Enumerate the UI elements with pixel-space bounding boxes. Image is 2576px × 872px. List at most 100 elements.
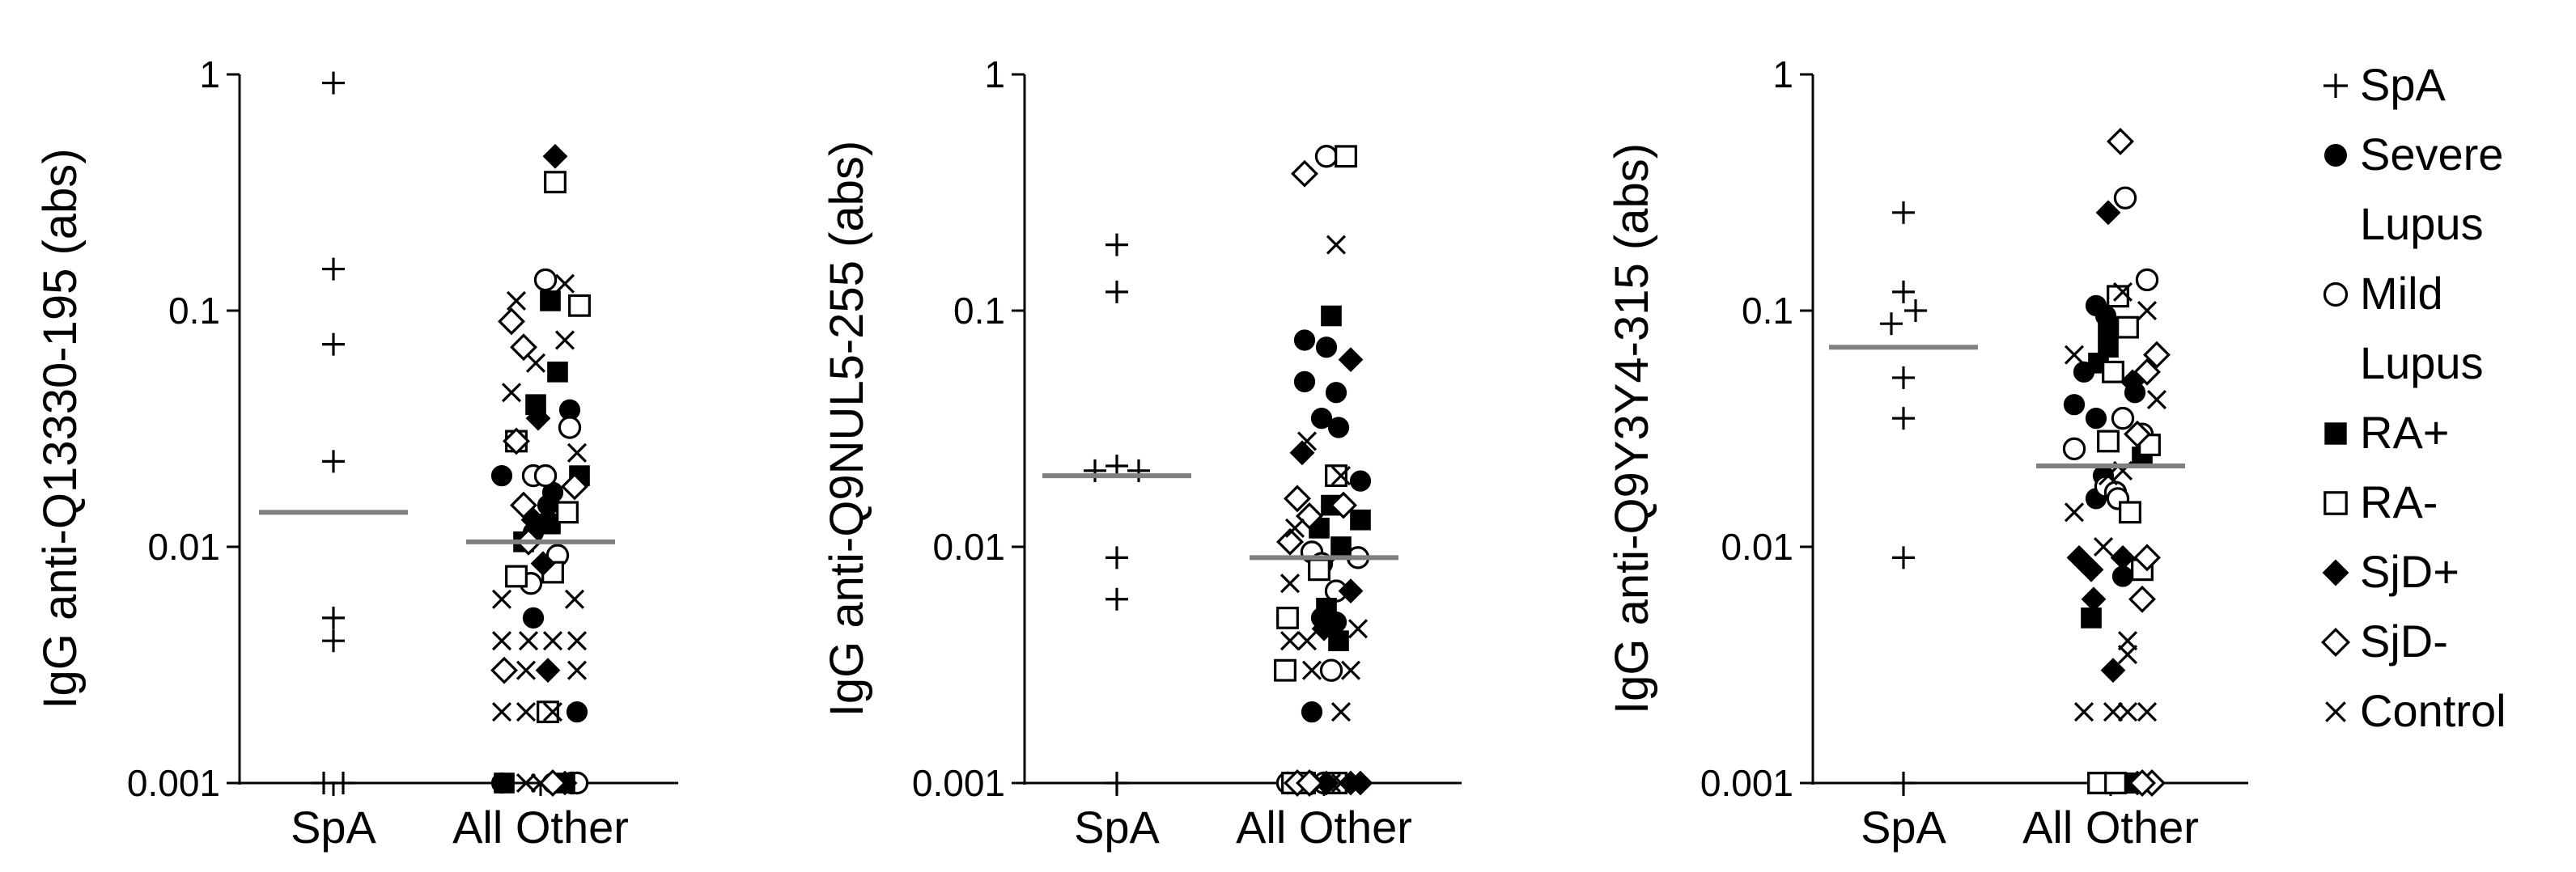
data-point: [1330, 491, 1357, 519]
data-point: [522, 607, 545, 629]
data-point: [1106, 280, 1128, 303]
data-point: [322, 71, 345, 95]
y-axis-label: IgG anti-Q9NUL5-255 (abs): [821, 141, 873, 717]
legend-marker: [2324, 144, 2347, 167]
data-point: [1892, 407, 1915, 430]
data-point: [2107, 127, 2134, 155]
data-point: [537, 494, 559, 516]
data-point: [1296, 502, 1323, 530]
data-point: [1291, 159, 1318, 188]
data-point: [567, 631, 588, 651]
data-point: [537, 701, 559, 724]
legend-marker: [2322, 559, 2349, 586]
data-point: [566, 701, 588, 723]
data-point: [1327, 417, 1350, 438]
data-point: [1280, 631, 1301, 651]
data-point: [2073, 702, 2094, 722]
data-point: [2062, 437, 2086, 461]
data-point: [542, 631, 563, 651]
legend-item: SjD-: [2320, 616, 2448, 667]
legend-label: Mild Lupus: [2360, 268, 2484, 388]
data-point: [568, 294, 591, 317]
data-point: [516, 702, 537, 722]
data-point: [1293, 370, 1316, 393]
data-point: [2063, 394, 2086, 416]
data-point: [498, 307, 525, 336]
legend-item: Control: [2325, 685, 2506, 736]
legend-marker: [2325, 701, 2346, 722]
data-point: [1106, 546, 1128, 569]
legend-marker: [2323, 74, 2348, 98]
x-category-label: All Other: [2022, 802, 2199, 853]
y-tick-label: 0.001: [127, 762, 220, 804]
legend-label: RA+: [2360, 407, 2450, 458]
data-point: [540, 290, 561, 311]
data-point: [312, 772, 335, 794]
data-point: [1892, 280, 1915, 303]
data-point: [506, 290, 527, 311]
data-point: [501, 383, 522, 403]
data-point: [1296, 631, 1318, 651]
y-tick-label: 0.001: [912, 762, 1005, 804]
data-point: [2078, 557, 2104, 582]
x-category-label: SpA: [1074, 802, 1160, 853]
data-point: [1316, 597, 1337, 619]
data-points: [312, 71, 591, 797]
data-point: [564, 589, 585, 609]
data-point: [2098, 337, 2119, 358]
data-point: [1296, 769, 1323, 797]
data-point: [1330, 702, 1352, 722]
data-point: [1311, 616, 1337, 641]
data-point: [2137, 702, 2158, 722]
data-point: [491, 589, 512, 609]
y-axis-label: IgG anti-Q9Y3Y4-315 (abs): [1606, 143, 1658, 714]
data-point: [1892, 366, 1915, 389]
data-point: [516, 660, 537, 680]
legend-marker: [2323, 491, 2348, 515]
data-point: [332, 772, 354, 794]
data-point: [2093, 536, 2114, 557]
data-point: [525, 405, 551, 431]
data-point: [1106, 772, 1128, 794]
data-point: [2146, 389, 2167, 410]
chart-panel-1: 0.001 0.01 0.1 1 SpA All Other IgG anti-Q13330…: [34, 53, 678, 853]
data-point: [1321, 773, 1342, 794]
data-point: [1347, 770, 1373, 796]
y-tick-label: 0.01: [147, 526, 220, 568]
y-tick-label: 1: [984, 53, 1005, 95]
data-point: [2111, 406, 2135, 430]
data-point: [1326, 235, 1347, 255]
legend-label: SjD-: [2360, 616, 2448, 667]
data-point: [1301, 660, 1322, 680]
data-point: [2104, 772, 2127, 794]
legend-item: Severe Lupus: [2324, 129, 2503, 249]
y-tick-label: 0.001: [1700, 762, 1793, 804]
data-point: [322, 450, 345, 473]
data-point: [1325, 464, 1347, 488]
data-point: [2102, 360, 2124, 383]
data-point: [542, 702, 563, 722]
data-point: [1330, 466, 1352, 486]
data-point: [1296, 431, 1318, 451]
chart-panel-2: 0.001 0.01 0.1 1 SpA All Other IgG anti-Q9NUL5…: [821, 53, 1462, 853]
data-point: [1328, 630, 1349, 652]
data-point: [322, 257, 345, 281]
data-point: [1319, 658, 1343, 682]
data-point: [1892, 201, 1915, 224]
data-point: [2064, 345, 2085, 365]
data-point: [2116, 315, 2139, 339]
data-point: [1325, 382, 1347, 404]
data-point: [1310, 408, 1333, 430]
y-tick-label: 1: [1772, 53, 1793, 95]
data-point: [1276, 606, 1299, 629]
legend-label: RA-: [2360, 476, 2438, 527]
data-point: [1284, 518, 1305, 538]
data-point: [554, 330, 575, 350]
data-point: [1904, 299, 1927, 322]
data-point: [1340, 660, 1361, 680]
x-category-label: SpA: [1861, 802, 1946, 853]
data-point: [1301, 701, 1323, 723]
data-point: [1084, 459, 1106, 482]
data-point: [544, 171, 567, 194]
y-tick-label: 0.01: [1721, 526, 1793, 568]
